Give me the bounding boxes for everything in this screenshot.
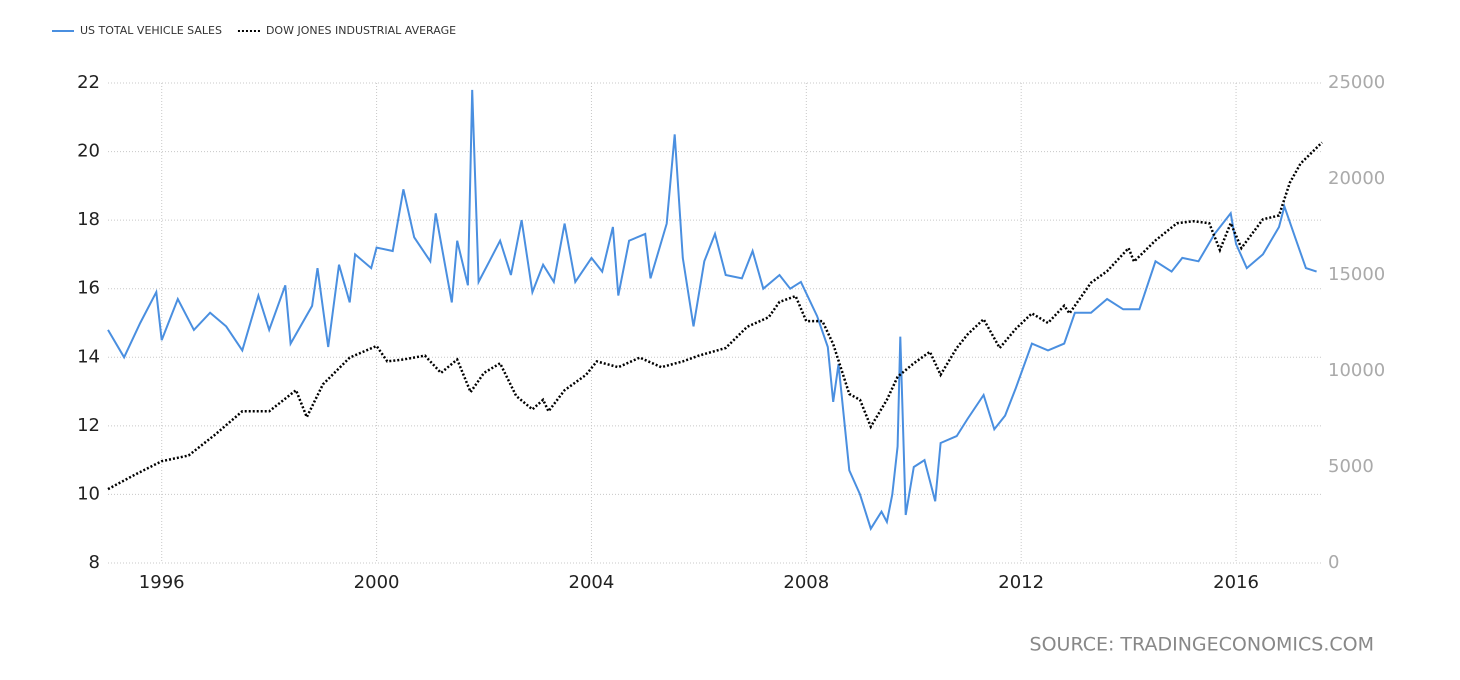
y-tick-label: 14 bbox=[77, 346, 100, 367]
y-tick-label: 8 bbox=[89, 552, 100, 573]
series-line bbox=[107, 89, 1317, 532]
y2-tick-label: 10000 bbox=[1328, 360, 1385, 381]
legend-label: DOW JONES INDUSTRIAL AVERAGE bbox=[266, 24, 456, 37]
series-line bbox=[107, 141, 1323, 491]
legend-label: US TOTAL VEHICLE SALES bbox=[80, 24, 222, 37]
y-tick-label: 18 bbox=[77, 209, 100, 230]
y2-tick-label: 0 bbox=[1328, 552, 1339, 573]
x-tick-label: 2000 bbox=[354, 572, 400, 593]
source: SOURCE: TRADINGECONOMICS.COM bbox=[1030, 634, 1374, 656]
x-tick-label: 2012 bbox=[998, 572, 1044, 593]
x-tick-label: 2016 bbox=[1213, 572, 1259, 593]
x-tick-label: 2004 bbox=[569, 572, 615, 593]
y2-tick-label: 5000 bbox=[1328, 456, 1374, 477]
y2-tick-label: 20000 bbox=[1328, 168, 1385, 189]
y-tick-label: 22 bbox=[77, 72, 100, 93]
y2-tick-label: 15000 bbox=[1328, 264, 1385, 285]
x-tick-label: 2008 bbox=[783, 572, 829, 593]
y-tick-label: 10 bbox=[77, 483, 100, 504]
y2-tick-label: 25000 bbox=[1328, 72, 1385, 93]
y-tick-label: 20 bbox=[77, 141, 100, 162]
y-tick-label: 12 bbox=[77, 415, 100, 436]
x-tick-label: 1996 bbox=[139, 572, 185, 593]
y-tick-label: 16 bbox=[77, 278, 100, 299]
